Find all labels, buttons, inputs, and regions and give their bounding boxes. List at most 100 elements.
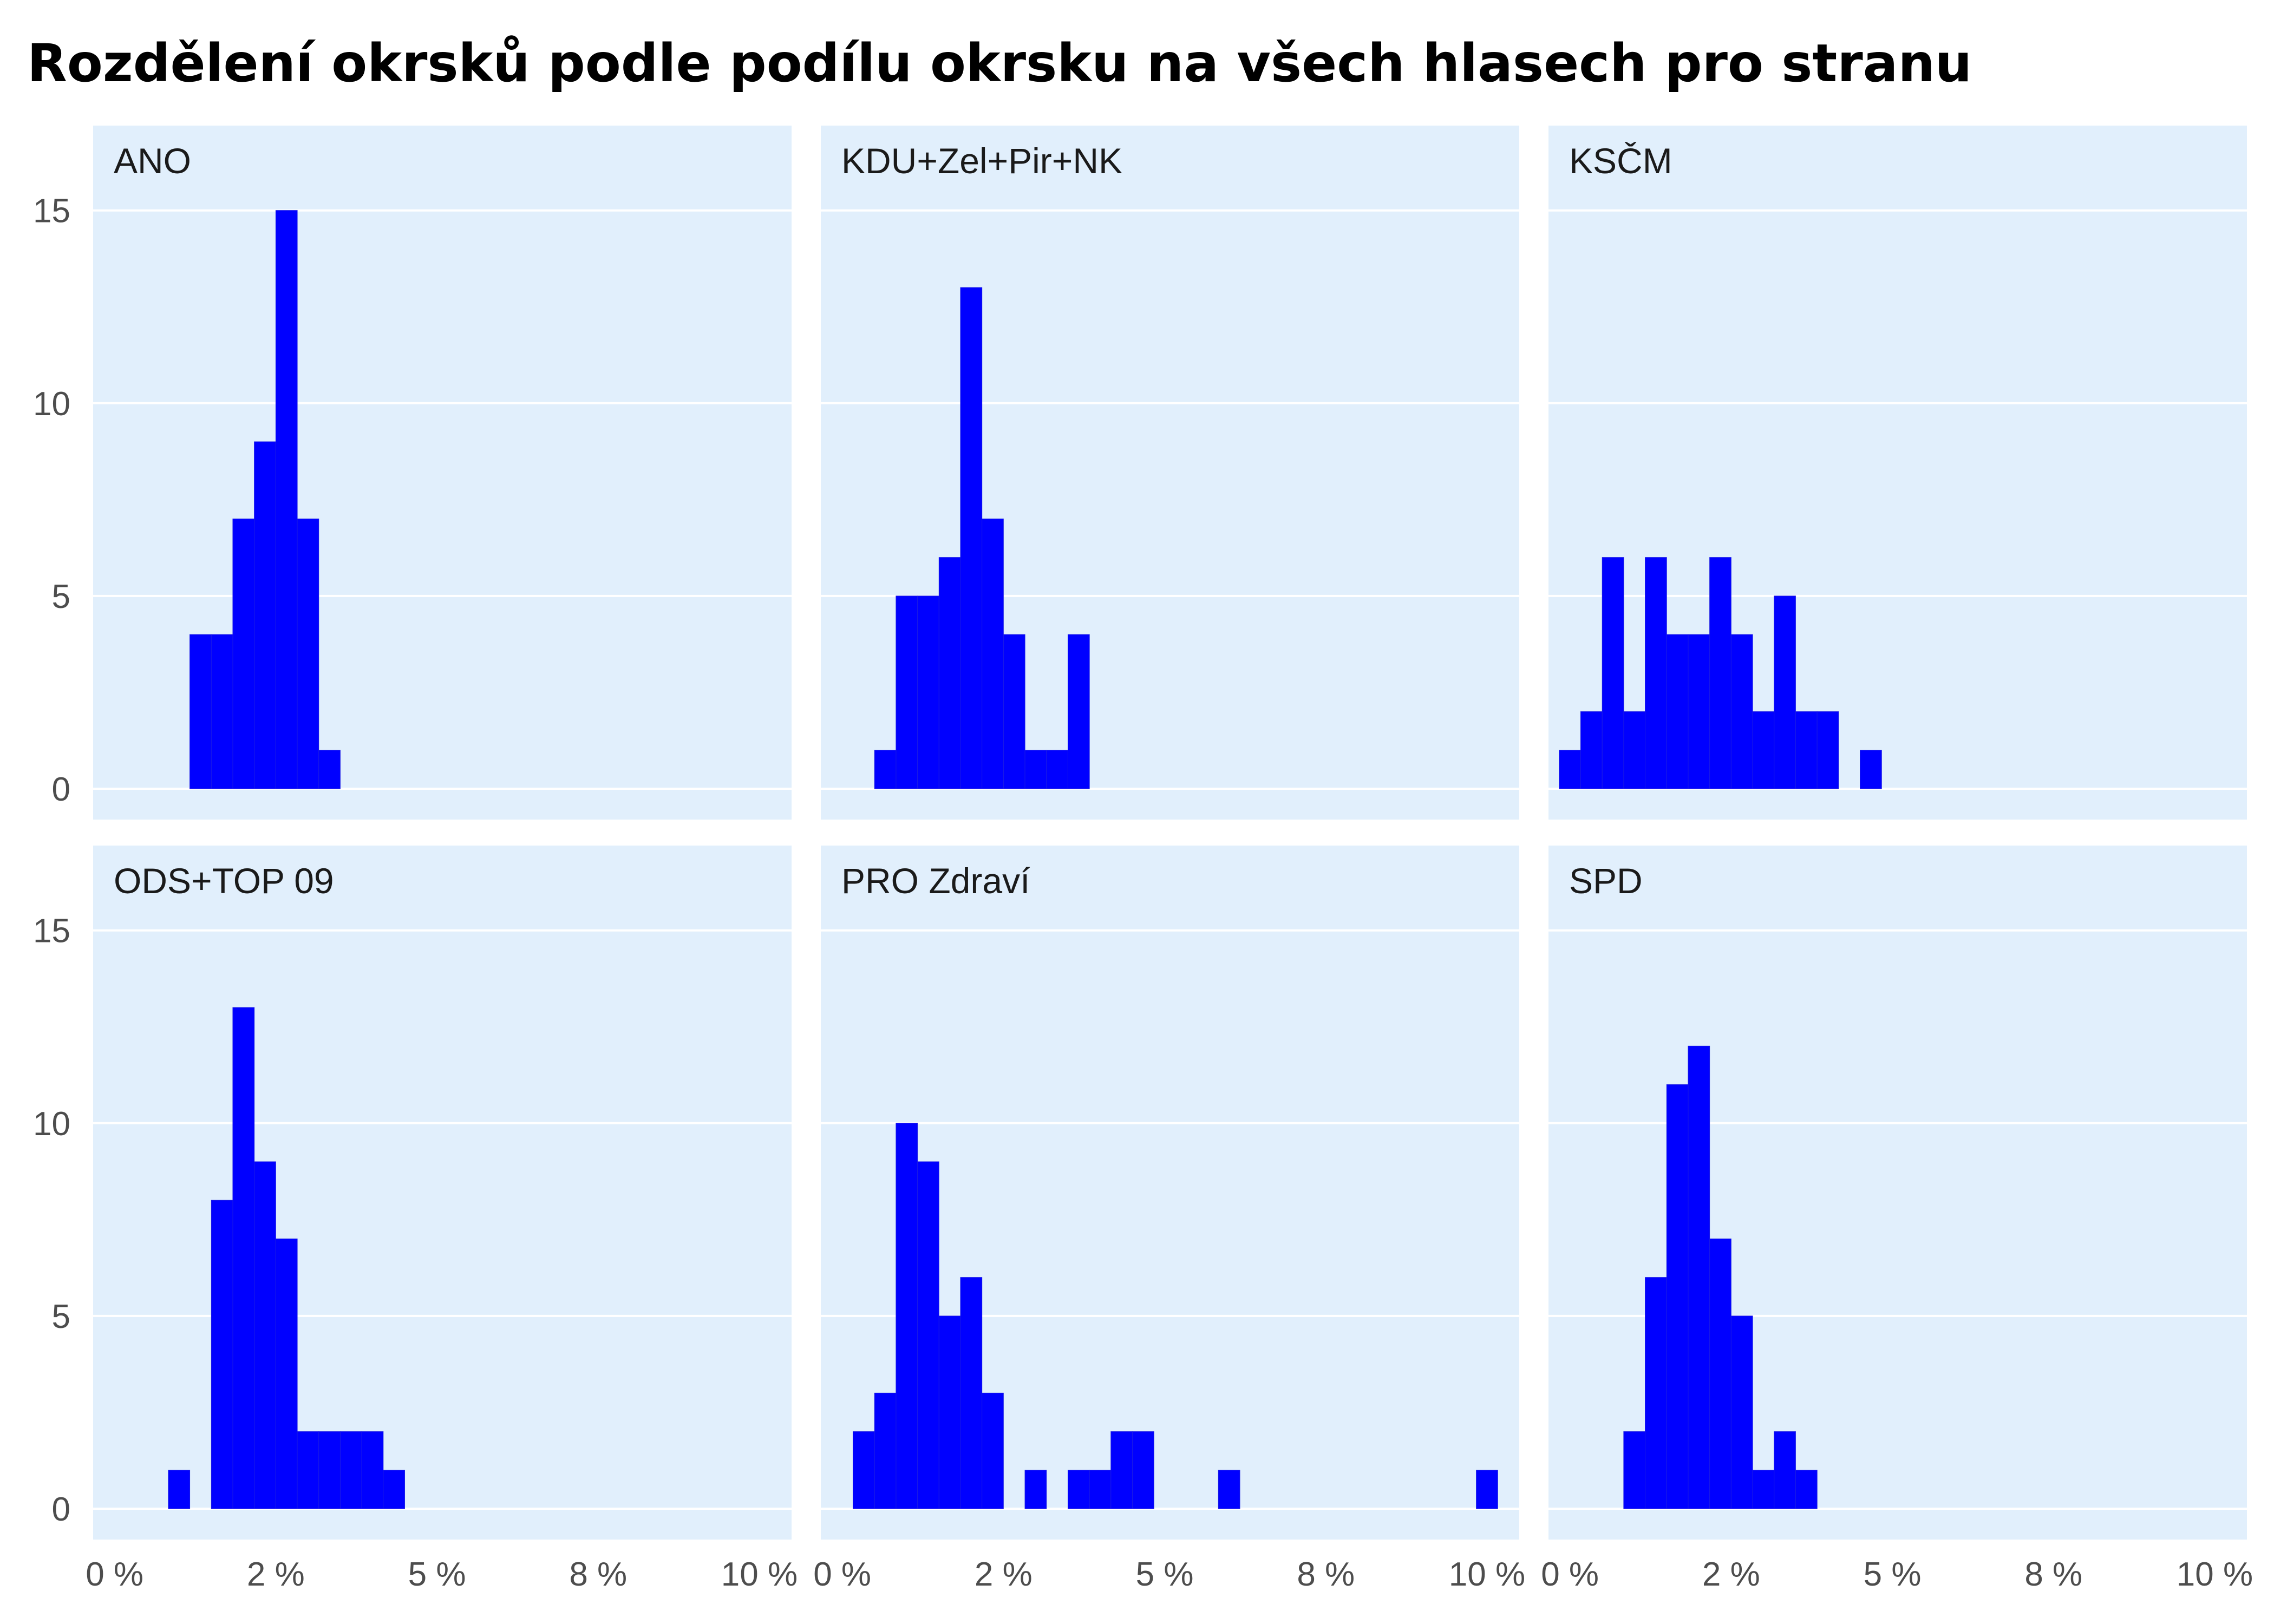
y-tick-label: 5 <box>52 1298 70 1335</box>
histogram-bar <box>1110 1431 1133 1509</box>
x-tick-label: 0 % <box>1541 1556 1599 1593</box>
y-tick-label: 10 <box>33 1105 70 1143</box>
facet-label: ODS+TOP 09 <box>114 861 334 901</box>
histogram-bar <box>318 750 341 789</box>
histogram-bar <box>1774 595 1796 789</box>
histogram-bar <box>1730 634 1753 789</box>
histogram-bar <box>874 750 897 789</box>
facet-label: PRO Zdraví <box>841 861 1030 901</box>
histogram-bar <box>383 1470 405 1509</box>
histogram-bar <box>1666 1084 1689 1509</box>
panel-background <box>93 846 792 1540</box>
histogram-bar <box>211 1200 233 1509</box>
histogram-bar <box>874 1392 897 1509</box>
histogram-bar <box>1816 711 1839 789</box>
histogram-bar <box>917 595 939 789</box>
x-tick-label: 5 % <box>1136 1556 1194 1593</box>
histogram-bar <box>896 595 918 789</box>
histogram-bar <box>982 1392 1004 1509</box>
y-tick-label: 10 <box>33 385 70 423</box>
facet-label: ANO <box>114 141 191 181</box>
histogram-bar <box>232 518 255 789</box>
histogram-bar <box>852 1431 875 1509</box>
histogram-bar <box>1709 557 1731 789</box>
histogram-bar <box>1132 1431 1154 1509</box>
histogram-bar <box>1024 1470 1047 1509</box>
x-tick-label: 5 % <box>408 1556 466 1593</box>
histogram-bar <box>1067 1470 1090 1509</box>
histogram-bar <box>1752 711 1775 789</box>
facet-label: SPD <box>1569 861 1643 901</box>
histogram-bar <box>1688 1045 1710 1509</box>
histogram-bar <box>275 1238 298 1509</box>
facet-panel-ano: ANO <box>93 126 792 820</box>
histogram-bar <box>1089 1470 1112 1509</box>
x-tick-label: 10 % <box>1449 1556 1525 1593</box>
y-tick-label: 5 <box>52 578 70 615</box>
histogram-bar <box>297 518 319 789</box>
y-tick-label: 15 <box>33 193 70 230</box>
facet-label: KDU+Zel+Pir+NK <box>841 141 1122 181</box>
y-tick-label: 0 <box>52 1491 70 1528</box>
histogram-bar <box>896 1123 918 1509</box>
x-tick-label: 2 % <box>247 1556 305 1593</box>
histogram-bar <box>232 1007 255 1509</box>
chart-title: Rozdělení okrsků podle podílu okrsku na … <box>27 33 1972 94</box>
facet-panel-kdu-zel-pir-nk: KDU+Zel+Pir+NK <box>821 126 1519 820</box>
histogram-bar <box>1218 1470 1240 1509</box>
x-tick-label: 2 % <box>975 1556 1033 1593</box>
histogram-bar <box>1860 750 1882 789</box>
histogram-bar <box>1602 557 1624 789</box>
histogram-bar <box>960 1277 983 1509</box>
histogram-bar <box>1795 1470 1818 1509</box>
x-tick-label: 8 % <box>1297 1556 1355 1593</box>
histogram-bar <box>190 634 212 789</box>
histogram-bar <box>1003 634 1025 789</box>
histogram-bar <box>1645 1277 1667 1509</box>
facet-panel-ks-m: KSČM <box>1548 126 2247 820</box>
histogram-bar <box>1623 711 1646 789</box>
x-tick-label: 10 % <box>721 1556 798 1593</box>
x-tick-label: 8 % <box>2024 1556 2082 1593</box>
histogram-bar <box>1709 1238 1731 1509</box>
histogram-bar <box>1666 634 1689 789</box>
histogram-bar <box>960 287 983 789</box>
x-tick-label: 10 % <box>2177 1556 2253 1593</box>
histogram-bar <box>1752 1470 1775 1509</box>
histogram-bar <box>254 1161 276 1509</box>
histogram-bar <box>275 210 298 789</box>
histogram-bar <box>339 1431 362 1509</box>
x-tick-label: 0 % <box>86 1556 143 1593</box>
x-tick-label: 0 % <box>813 1556 871 1593</box>
histogram-bar <box>1580 711 1603 789</box>
histogram-bar <box>168 1470 191 1509</box>
histogram-bar <box>361 1431 384 1509</box>
histogram-bar <box>938 557 961 789</box>
histogram-bar <box>1623 1431 1646 1509</box>
histogram-bar <box>297 1431 319 1509</box>
facet-panel-ods-top-09: ODS+TOP 09 <box>93 846 792 1540</box>
histogram-bar <box>1046 750 1068 789</box>
histogram-bar <box>1795 711 1818 789</box>
histogram-bar <box>982 518 1004 789</box>
histogram-bar <box>938 1315 961 1509</box>
x-tick-label: 5 % <box>1864 1556 1922 1593</box>
panel-grid: ANO 0 5 10 15 KDU+Zel+Pir+NK KSČM ODS+TOP 09 0 5 1… <box>33 126 2253 1593</box>
facet-panel-pro-zdrav-: PRO Zdraví <box>821 846 1519 1540</box>
facet-label: KSČM <box>1569 141 1672 181</box>
histogram-bar <box>1645 557 1667 789</box>
x-tick-label: 8 % <box>569 1556 627 1593</box>
histogram-bar <box>917 1161 939 1509</box>
histogram-bar <box>1559 750 1581 789</box>
histogram-bar <box>318 1431 341 1509</box>
histogram-bar <box>1688 634 1710 789</box>
facet-panel-spd: SPD <box>1548 846 2247 1540</box>
histogram-bar <box>211 634 233 789</box>
y-tick-label: 15 <box>33 913 70 950</box>
histogram-bar <box>1067 634 1090 789</box>
histogram-bar <box>1476 1470 1498 1509</box>
histogram-bar <box>254 441 276 789</box>
histogram-bar <box>1774 1431 1796 1509</box>
histogram-bar <box>1024 750 1047 789</box>
